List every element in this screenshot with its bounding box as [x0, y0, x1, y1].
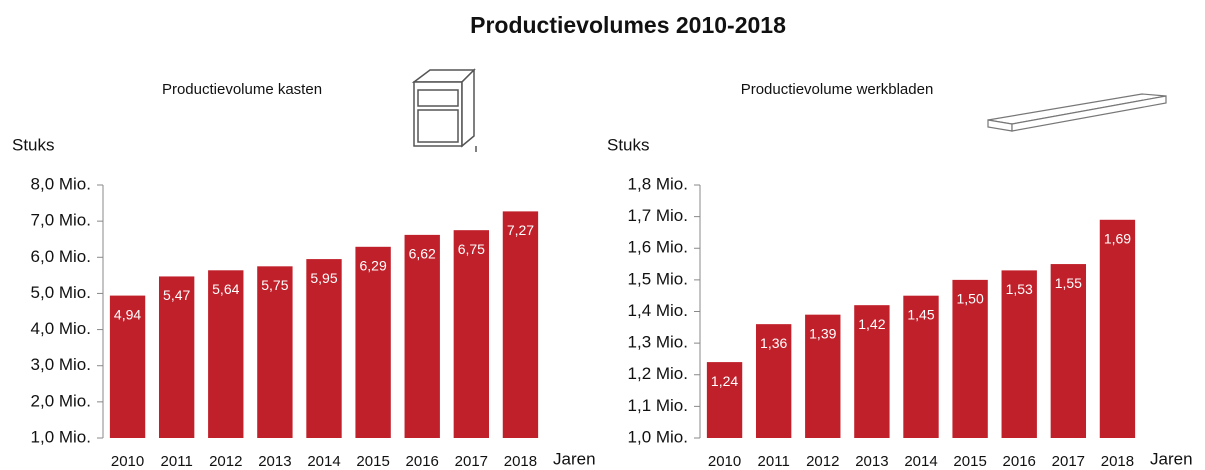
- y-tick-label: 6,0 Mio.: [31, 247, 91, 266]
- x-tick-label: 2011: [758, 453, 790, 470]
- bar: [854, 305, 890, 438]
- value-label: 1,39: [809, 325, 836, 341]
- worktop-icon: [987, 93, 1167, 132]
- y-axis-label: Stuks: [607, 135, 650, 154]
- y-tick-label: 5,0 Mio.: [31, 283, 91, 302]
- cabinet-icon: [411, 68, 477, 152]
- x-tick-label: 2015: [953, 453, 986, 470]
- bar: [1099, 219, 1136, 438]
- y-tick-label: 1,2 Mio.: [628, 364, 688, 383]
- x-tick-label: 2012: [209, 453, 242, 470]
- value-label: 4,94: [114, 306, 141, 322]
- x-tick-label: 2014: [307, 453, 340, 470]
- bar: [208, 270, 244, 438]
- value-label: 6,62: [409, 246, 436, 262]
- y-tick-label: 1,6 Mio.: [628, 238, 688, 257]
- bar: [306, 259, 342, 438]
- y-tick-label: 8,0 Mio.: [31, 174, 91, 193]
- value-label: 1,69: [1104, 230, 1131, 246]
- x-tick-label: 2018: [1101, 453, 1134, 470]
- bar: [109, 295, 146, 438]
- y-tick-label: 1,7 Mio.: [628, 206, 688, 225]
- y-tick-label: 1,8 Mio.: [628, 174, 688, 193]
- bar: [755, 324, 792, 438]
- bar: [257, 266, 293, 438]
- x-tick-label: 2012: [806, 453, 839, 470]
- x-tick-label: 2016: [406, 453, 439, 470]
- y-tick-label: 1,1 Mio.: [628, 396, 688, 415]
- x-axis-label: Jaren: [1150, 449, 1193, 468]
- x-tick-label: 2011: [161, 453, 193, 470]
- value-label: 1,36: [760, 335, 787, 351]
- bar: [1001, 270, 1037, 438]
- value-label: 1,55: [1055, 275, 1082, 291]
- value-label: 5,75: [261, 277, 288, 293]
- y-tick-label: 3,0 Mio.: [31, 355, 91, 374]
- chart-subtitle: Productievolume kasten: [162, 81, 322, 98]
- y-tick-label: 2,0 Mio.: [31, 391, 91, 410]
- x-tick-label: 2010: [708, 453, 741, 470]
- bar: [502, 211, 539, 438]
- bar: [903, 295, 939, 438]
- y-tick-label: 7,0 Mio.: [31, 211, 91, 230]
- x-tick-label: 2010: [111, 453, 144, 470]
- x-tick-label: 2015: [356, 453, 389, 470]
- value-label: 1,53: [1006, 281, 1033, 297]
- y-tick-label: 1,4 Mio.: [628, 301, 688, 320]
- bar: [952, 279, 988, 438]
- bar: [404, 234, 440, 438]
- y-tick-label: 1,5 Mio.: [628, 269, 688, 288]
- bar: [453, 230, 490, 438]
- x-tick-label: 2014: [904, 453, 937, 470]
- x-tick-label: 2013: [258, 453, 291, 470]
- chart-subtitle: Productievolume werkbladen: [741, 81, 934, 98]
- y-tick-label: 4,0 Mio.: [31, 319, 91, 338]
- value-label: 7,27: [507, 222, 534, 238]
- y-tick-label: 1,0 Mio.: [628, 427, 688, 446]
- y-tick-label: 1,0 Mio.: [31, 427, 91, 446]
- x-tick-label: 2018: [504, 453, 537, 470]
- value-label: 5,64: [212, 281, 239, 297]
- x-axis-label: Jaren: [553, 449, 596, 468]
- value-label: 1,45: [907, 306, 934, 322]
- bar: [1050, 264, 1087, 438]
- bar: [355, 246, 391, 438]
- value-label: 1,24: [711, 373, 738, 389]
- y-axis-label: Stuks: [12, 135, 55, 154]
- bar: [805, 314, 841, 438]
- value-label: 1,50: [956, 291, 983, 307]
- x-tick-label: 2017: [1052, 453, 1085, 470]
- value-label: 5,47: [163, 287, 190, 303]
- page-title: Productievolumes 2010-2018: [470, 12, 786, 38]
- x-tick-label: 2017: [455, 453, 488, 470]
- x-tick-label: 2016: [1003, 453, 1036, 470]
- x-tick-label: 2013: [855, 453, 888, 470]
- bar: [158, 276, 195, 438]
- value-label: 6,75: [458, 241, 485, 257]
- value-label: 5,95: [310, 270, 337, 286]
- value-label: 6,29: [359, 258, 386, 274]
- bar: [706, 362, 743, 438]
- y-tick-label: 1,3 Mio.: [628, 333, 688, 352]
- value-label: 1,42: [858, 316, 885, 332]
